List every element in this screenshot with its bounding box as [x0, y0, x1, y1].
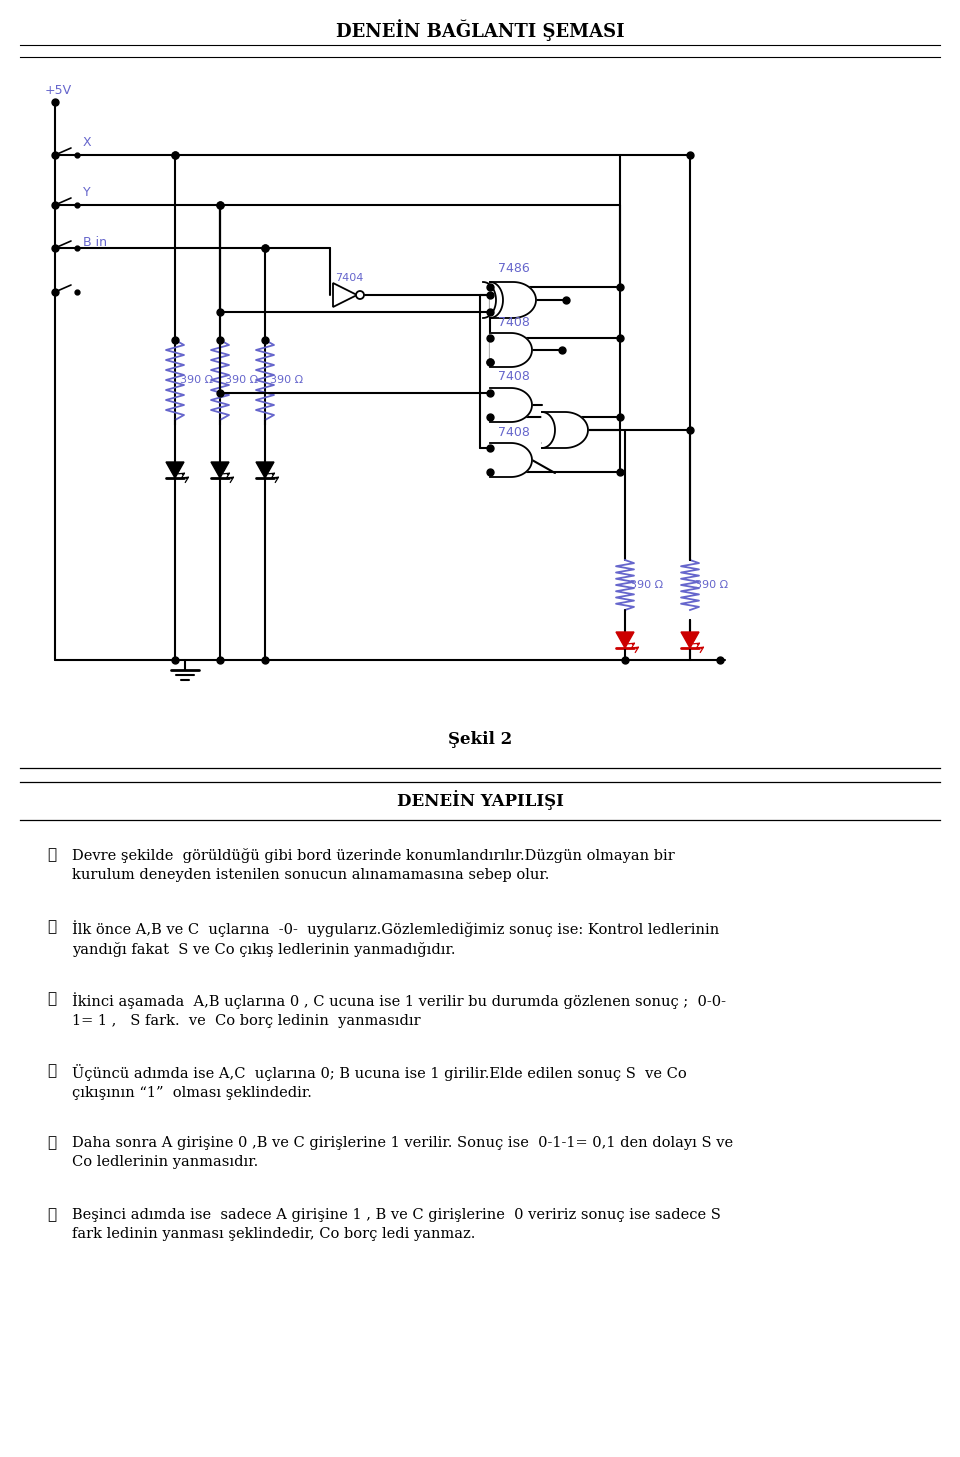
Text: Şekil 2: Şekil 2 [448, 731, 512, 749]
Text: 7408: 7408 [498, 370, 530, 383]
Text: İlk önce A,B ve C  uçlarına  -0-  uygularız.Gözlemlediğimiz sonuç ise: Kontrol l: İlk önce A,B ve C uçlarına -0- uygularız… [72, 919, 719, 957]
Polygon shape [490, 334, 532, 367]
Text: Y: Y [83, 186, 90, 200]
Text: 7404: 7404 [335, 272, 364, 283]
Text: 7408: 7408 [498, 316, 530, 328]
Text: DENEİN BAĞLANTI ŞEMASI: DENEİN BAĞLANTI ŞEMASI [336, 19, 624, 41]
Text: ✓: ✓ [47, 1208, 57, 1222]
Polygon shape [681, 632, 699, 648]
Text: İkinci aşamada  A,B uçlarına 0 , C ucuna ise 1 verilir bu durumda gözlenen sonuç: İkinci aşamada A,B uçlarına 0 , C ucuna … [72, 992, 726, 1027]
Text: ✓: ✓ [47, 992, 57, 1005]
Polygon shape [166, 462, 184, 478]
Text: ✓: ✓ [47, 1064, 57, 1078]
Text: B in: B in [83, 236, 107, 249]
Text: 390 Ω: 390 Ω [695, 580, 728, 590]
Text: Üçüncü adımda ise A,C  uçlarına 0; B ucuna ise 1 girilir.Elde edilen sonuç S  ve: Üçüncü adımda ise A,C uçlarına 0; B ucun… [72, 1064, 686, 1100]
Polygon shape [616, 632, 634, 648]
Text: 390 Ω: 390 Ω [270, 374, 303, 385]
Text: 7408: 7408 [498, 425, 530, 439]
Polygon shape [542, 412, 588, 447]
Text: DENEİN YAPILIŞI: DENEİN YAPILIŞI [396, 790, 564, 810]
Polygon shape [333, 283, 357, 307]
Text: 390 Ω: 390 Ω [180, 374, 213, 385]
Polygon shape [490, 388, 532, 423]
Polygon shape [490, 443, 532, 476]
Text: 390 Ω: 390 Ω [225, 374, 258, 385]
Text: Daha sonra A girişine 0 ,B ve C girişlerine 1 verilir. Sonuç ise  0-1-1= 0,1 den: Daha sonra A girişine 0 ,B ve C girişler… [72, 1136, 733, 1169]
Text: ✓: ✓ [47, 848, 57, 863]
Text: 7486: 7486 [498, 261, 530, 274]
Text: X: X [83, 137, 91, 150]
Text: +5V: +5V [45, 83, 72, 96]
Text: ✓: ✓ [47, 919, 57, 934]
Polygon shape [256, 462, 274, 478]
Text: Beşinci adımda ise  sadece A girişine 1 , B ve C girişlerine  0 veririz sonuç is: Beşinci adımda ise sadece A girişine 1 ,… [72, 1208, 721, 1241]
Circle shape [356, 291, 364, 299]
Polygon shape [490, 283, 536, 318]
Text: ✓: ✓ [47, 1136, 57, 1150]
Text: Devre şekilde  görüldüğü gibi bord üzerinde konumlandırılır.Düzgün olmayan bir
k: Devre şekilde görüldüğü gibi bord üzerin… [72, 848, 675, 881]
Polygon shape [211, 462, 229, 478]
Text: 390 Ω: 390 Ω [630, 580, 663, 590]
